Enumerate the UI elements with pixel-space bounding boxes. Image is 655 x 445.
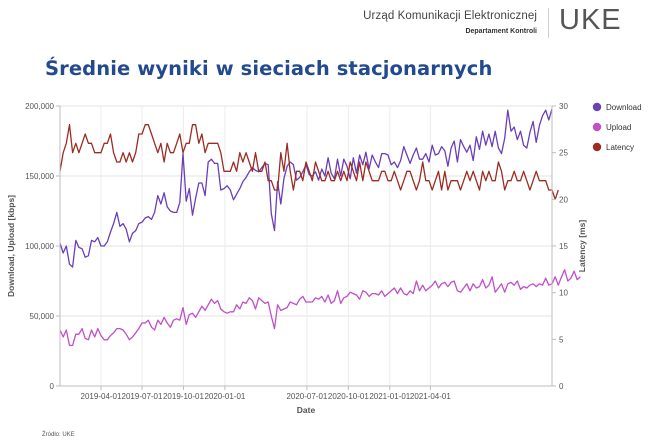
organization-name: Urząd Komunikacji Elektronicznej bbox=[363, 10, 537, 22]
uke-logo: UKE bbox=[559, 4, 622, 36]
legend-marker-upload bbox=[592, 122, 602, 132]
x-axis-title: Date bbox=[297, 405, 316, 415]
x-tick-label: 2021-04-01 bbox=[410, 392, 451, 401]
department-name: Departament Kontroli bbox=[465, 28, 537, 35]
right-tick-label: 15 bbox=[559, 242, 568, 251]
header-organization: Urząd Komunikacji Elektronicznej Departa… bbox=[363, 10, 537, 35]
page-title: Średnie wyniki w sieciach stacjonarnych bbox=[45, 57, 493, 80]
left-tick-label: 50,000 bbox=[30, 312, 55, 321]
chart-series bbox=[59, 108, 581, 347]
right-tick-label: 5 bbox=[559, 335, 564, 344]
source-note: Źródło: UKE bbox=[42, 432, 75, 438]
x-tick-label: 2020-07-01 bbox=[286, 392, 327, 401]
x-tick-label: 2019-04-01 bbox=[81, 392, 122, 401]
right-tick-label: 30 bbox=[559, 102, 568, 111]
x-tick-label: 2019-10-01 bbox=[163, 392, 204, 401]
chart-legend: Download Upload Latency bbox=[592, 102, 642, 152]
legend-label-download: Download bbox=[606, 103, 642, 112]
legend-marker-download bbox=[592, 102, 602, 112]
left-tick-label: 0 bbox=[50, 382, 55, 391]
right-tick-label: 20 bbox=[559, 195, 568, 204]
legend-label-latency: Latency bbox=[606, 143, 634, 152]
left-tick-label: 100,000 bbox=[25, 242, 54, 251]
right-tick-label: 10 bbox=[559, 289, 568, 298]
chart-grid bbox=[60, 105, 552, 387]
x-tick-label: 2019-07-01 bbox=[122, 392, 163, 401]
chart-axes: 0 50,000 100,000 150,000 200,000 0 5 10 15 20 25 30… bbox=[6, 102, 587, 415]
x-tick-label: 2021-01-01 bbox=[369, 392, 410, 401]
series-line-latency bbox=[59, 124, 559, 200]
right-tick-label: 0 bbox=[559, 382, 564, 391]
legend-marker-latency bbox=[592, 142, 602, 152]
left-tick-label: 200,000 bbox=[25, 102, 54, 111]
series-line-upload bbox=[59, 269, 581, 347]
legend-label-upload: Upload bbox=[606, 123, 631, 132]
right-axis-title: Latency [ms] bbox=[577, 220, 587, 273]
right-tick-label: 25 bbox=[559, 149, 568, 158]
left-axis-title: Download, Upload [kbps] bbox=[6, 195, 16, 297]
x-tick-label: 2020-10-01 bbox=[328, 392, 369, 401]
logo-divider bbox=[548, 8, 549, 38]
x-tick-label: 2020-01-01 bbox=[204, 392, 245, 401]
left-tick-label: 150,000 bbox=[25, 172, 54, 181]
